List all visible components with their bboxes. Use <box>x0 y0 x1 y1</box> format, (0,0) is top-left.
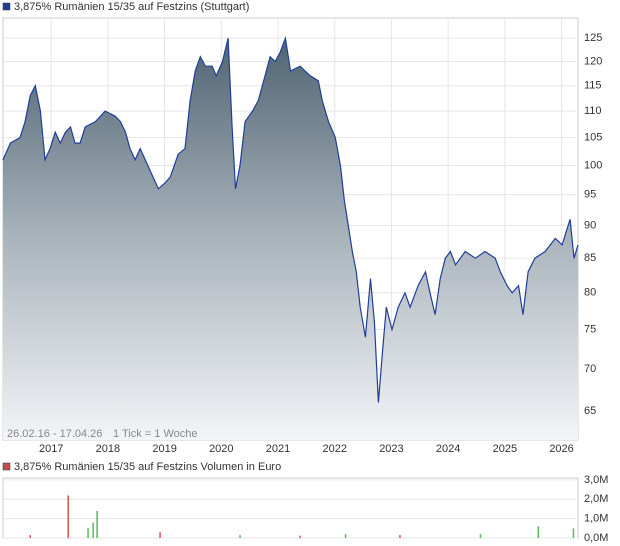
volume-bar <box>159 532 161 538</box>
y-tick-label: 85 <box>584 252 596 264</box>
annotation: 1 Tick = 1 Woche <box>113 428 197 440</box>
annotation: 26.02.16 - 17.04.26 <box>7 428 102 440</box>
y-tick-label: 105 <box>584 132 602 144</box>
y-tick-label: 70 <box>584 363 596 375</box>
volume-bar <box>479 534 482 538</box>
x-tick-label: 2024 <box>436 443 460 455</box>
x-tick-label: 2020 <box>209 443 233 455</box>
y-tick-label: 125 <box>584 32 602 44</box>
volume-bar <box>537 526 540 538</box>
x-tick-label: 2018 <box>96 443 120 455</box>
y-tick-label: 3,0M <box>584 474 608 486</box>
legend-label: 3,875% Rumänien 15/35 auf Festzins Volum… <box>14 461 281 473</box>
x-tick-label: 2025 <box>493 443 517 455</box>
legend-swatch <box>2 2 11 11</box>
volume-bar <box>92 522 94 538</box>
plot-frame <box>2 477 579 539</box>
y-tick-label: 80 <box>584 287 596 299</box>
x-tick-label: 2023 <box>379 443 403 455</box>
volume-bar <box>344 534 347 538</box>
price-area <box>3 38 578 440</box>
x-tick-label: 2022 <box>322 443 346 455</box>
x-tick-label: 2019 <box>152 443 176 455</box>
legend-swatch <box>2 462 11 471</box>
y-tick-label: 0,0M <box>584 532 608 544</box>
x-tick-label: 2021 <box>266 443 290 455</box>
y-tick-label: 2,0M <box>584 493 608 505</box>
x-tick-label: 2017 <box>39 443 63 455</box>
volume-bar <box>399 535 401 538</box>
x-tick-label: 2026 <box>549 443 573 455</box>
legend-label: 3,875% Rumänien 15/35 auf Festzins (Stut… <box>14 1 249 13</box>
y-tick-label: 65 <box>584 405 596 417</box>
volume-bar <box>239 535 241 538</box>
y-tick-label: 90 <box>584 219 596 231</box>
y-tick-label: 100 <box>584 159 602 171</box>
y-tick-label: 110 <box>584 105 602 117</box>
volume-bar <box>29 535 31 538</box>
y-tick-label: 115 <box>584 80 602 92</box>
y-tick-label: 75 <box>584 323 596 335</box>
volume-bar <box>299 535 301 538</box>
volume-bar <box>572 528 575 538</box>
volume-bar <box>96 510 98 538</box>
y-tick-label: 1,0M <box>584 513 608 525</box>
y-tick-label: 120 <box>584 55 602 67</box>
price-line <box>2 35 579 403</box>
volume-bar <box>67 495 69 538</box>
volume-bar <box>87 528 89 538</box>
y-tick-label: 95 <box>584 189 596 201</box>
